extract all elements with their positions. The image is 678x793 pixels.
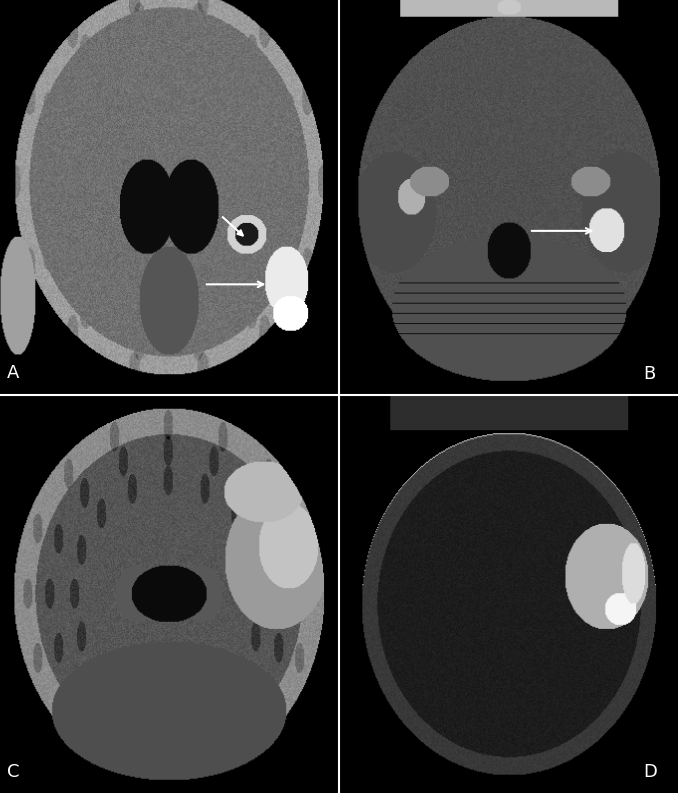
- Text: B: B: [643, 365, 656, 383]
- Text: D: D: [643, 763, 657, 781]
- Text: C: C: [7, 763, 20, 781]
- Text: A: A: [7, 364, 20, 382]
